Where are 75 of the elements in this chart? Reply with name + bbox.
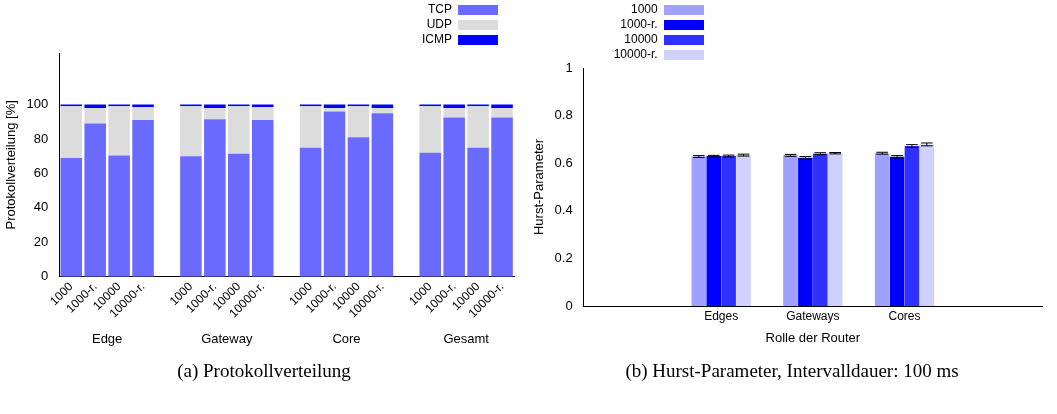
text: Core <box>332 331 361 347</box>
bar <box>204 108 226 120</box>
y-tick-label: 60 <box>33 165 49 181</box>
x-tick-label: Edges <box>704 308 739 323</box>
y-tick-label: 0.2 <box>554 249 573 265</box>
bar <box>84 108 106 124</box>
y-tick-label: 80 <box>33 130 49 146</box>
bar <box>467 147 489 277</box>
y-tick-label: 40 <box>33 199 49 215</box>
legend-label: 10000 <box>624 32 658 47</box>
bar <box>721 156 736 306</box>
bar <box>706 156 722 306</box>
bar <box>60 157 83 277</box>
bar <box>228 106 250 154</box>
bar <box>812 153 828 306</box>
bar <box>691 156 707 306</box>
y-tick-label: 1 <box>565 59 573 75</box>
x-axis-title: Rolle der Router <box>765 329 861 345</box>
legend-label: UDP <box>426 17 452 32</box>
bar <box>919 144 935 306</box>
bar <box>251 120 274 277</box>
bar <box>419 106 442 153</box>
bar <box>299 106 322 148</box>
y-tick-label: 0.4 <box>554 202 573 218</box>
bar <box>371 108 394 114</box>
text: Edge <box>91 331 123 347</box>
y-tick-label: 0.6 <box>554 154 573 170</box>
text: Gateway <box>201 331 253 347</box>
bar <box>783 155 798 306</box>
bar <box>467 106 489 148</box>
bar <box>491 117 513 277</box>
legend-label: TCP <box>428 2 452 17</box>
bar <box>60 106 83 158</box>
bar <box>299 147 322 277</box>
bar <box>132 120 154 277</box>
bar <box>827 153 843 306</box>
x-tick-label: Cores <box>888 308 921 323</box>
text: Gesamt <box>443 331 490 347</box>
bar <box>204 119 226 277</box>
bar <box>84 123 106 277</box>
bar <box>874 153 890 306</box>
bar <box>347 106 370 138</box>
legend-label: 1000 <box>631 2 658 17</box>
y-tick-label: 100 <box>26 96 49 112</box>
bar <box>443 108 465 118</box>
legend-label: 1000-r. <box>620 17 658 32</box>
y-axis-title: Protokollverteilung [%] <box>3 100 19 230</box>
bar <box>889 156 905 306</box>
bar <box>347 137 370 277</box>
bar <box>798 157 813 306</box>
text: (a) Protokollverteilung <box>176 360 352 382</box>
bar <box>228 153 250 277</box>
bar <box>491 108 513 118</box>
bar <box>371 113 394 277</box>
y-tick-label: 0 <box>565 297 573 313</box>
y-tick-label: 0 <box>41 268 49 284</box>
bar <box>736 155 751 306</box>
bar <box>323 111 346 277</box>
y-tick-label: 0.8 <box>554 107 573 123</box>
bar <box>904 146 920 306</box>
legend-label: ICMP <box>422 32 452 47</box>
x-tick-label: Gateways <box>786 308 840 323</box>
bar <box>419 152 442 277</box>
bar <box>251 107 274 121</box>
text: (b) Hurst-Parameter, Intervalldauer: 100 ms <box>624 360 960 382</box>
bar <box>180 106 202 157</box>
bar <box>180 156 202 277</box>
y-tick-label: 20 <box>33 233 49 249</box>
bar <box>443 117 465 277</box>
bar <box>108 106 130 156</box>
bar <box>108 155 130 277</box>
y-axis-title: Hurst-Parameter <box>531 138 547 236</box>
bar <box>323 108 346 112</box>
bar <box>132 107 154 121</box>
legend-label: 10000-r. <box>613 47 658 62</box>
